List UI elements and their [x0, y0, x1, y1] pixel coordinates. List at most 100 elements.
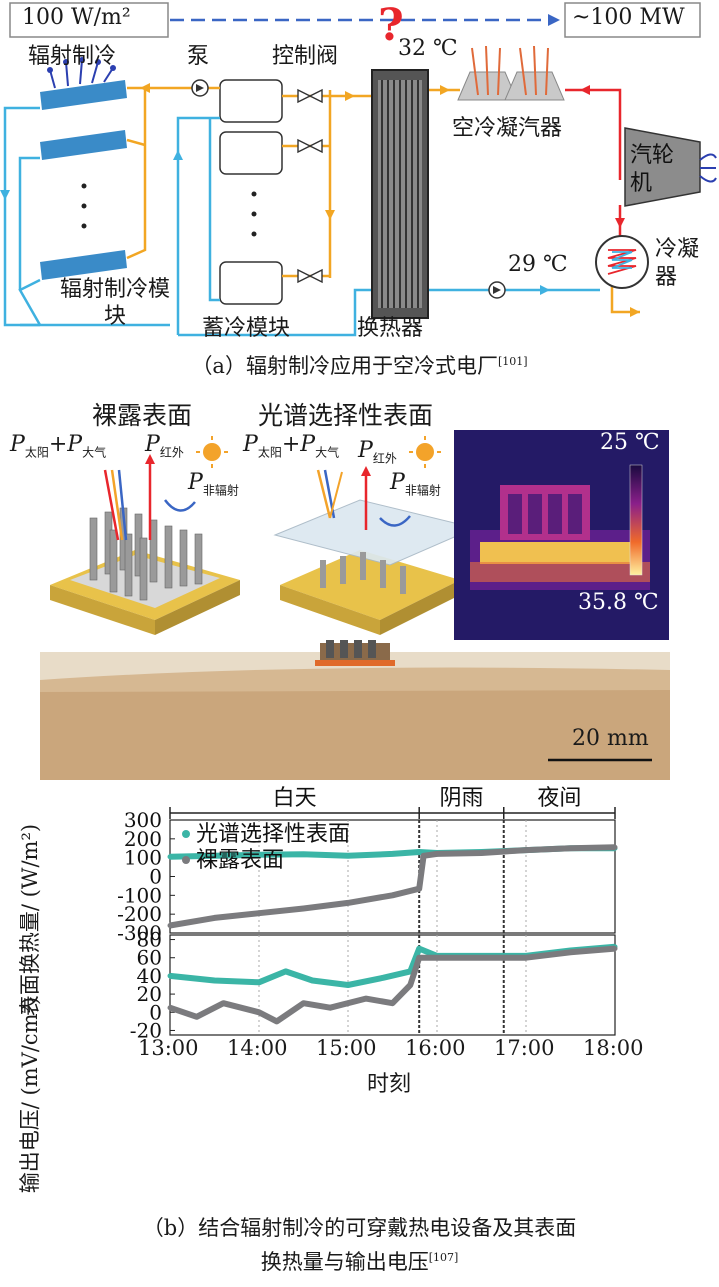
temp-cold-label: 29 ℃: [508, 252, 568, 277]
output-power-box: [564, 2, 701, 38]
flow-arrow-icon: [140, 83, 150, 93]
device-illustrations: [40, 430, 670, 780]
caption-b-line2: 换热量与输出电压[107]: [0, 1246, 719, 1276]
data-point: [345, 982, 351, 988]
plus-sign: +: [281, 432, 301, 457]
p-symbol: P: [67, 432, 83, 457]
data-point: [479, 955, 484, 961]
y-axis-title-top: 表面换热量/ (W/m²): [14, 820, 44, 1020]
caption-a: （a）辐射制冷应用于空冷式电厂[101]: [0, 350, 719, 380]
data-point: [363, 996, 369, 1002]
storage-tanks: [219, 79, 283, 305]
x-tick-label: 14:00: [227, 1036, 288, 1060]
solar-sub: 太阳: [257, 445, 282, 460]
data-point: [381, 975, 387, 981]
p-symbol: P: [358, 438, 373, 463]
y-tick-label: -200: [117, 902, 162, 926]
y-tick-label: 0: [149, 865, 162, 889]
data-point: [194, 1014, 200, 1020]
data-point: [309, 977, 315, 983]
data-point: [612, 946, 618, 952]
skin-photo: [40, 640, 670, 780]
y-tick-label: 80: [137, 928, 162, 952]
data-point: [523, 847, 529, 853]
heat-exchanger-label: 换热器: [357, 316, 424, 341]
caption-b-line1: （b）结合辐射制冷的可穿戴热电设备及其表面: [142, 1216, 577, 1240]
x-tick-label: 16:00: [405, 1036, 466, 1060]
data-point: [416, 955, 422, 961]
data-point: [568, 949, 573, 955]
data-point: [345, 900, 351, 906]
nonrad-sub: 非辐射: [202, 483, 239, 498]
y-axis-title-bottom-text: 输出电压/ (mV/cm²): [18, 996, 43, 1194]
x-tick-label: 15:00: [316, 1036, 377, 1060]
data-point: [434, 955, 440, 961]
caption-b-text: 换热量与输出电压: [260, 1250, 429, 1274]
data-point: [416, 849, 422, 855]
data-point: [256, 910, 262, 916]
pump-label: 泵: [187, 44, 210, 69]
radiative-panels: [40, 57, 127, 280]
flux-labels-selective: P太阳+P大气: [243, 432, 339, 460]
heat-exchanger: [371, 69, 429, 319]
y-axis-title-bottom: 输出电压/ (mV/cm²): [14, 996, 44, 1194]
y-tick-label: -300: [117, 921, 162, 945]
condenser-icon: [595, 235, 649, 289]
y-tick-label: 40: [137, 964, 162, 988]
data-point: [167, 973, 173, 979]
power-plant-diagram: [0, 2, 717, 337]
x-tick-label: 18:00: [583, 1036, 644, 1060]
thermal-min-label: 25 ℃: [600, 430, 660, 455]
condenser-label: 冷凝器: [655, 237, 700, 290]
atmo-sub: 大气: [315, 445, 340, 460]
legend-marker: [182, 830, 190, 838]
period-label: 白天: [273, 786, 317, 811]
scale-bar-label: 20 mm: [572, 726, 649, 751]
data-point: [212, 915, 217, 921]
data-point: [283, 968, 289, 974]
caption-a-ref: [101]: [497, 355, 528, 368]
data-point: [301, 906, 306, 912]
sun-icon: [409, 436, 441, 468]
data-point: [212, 853, 217, 859]
nonrad-label-bare: P非辐射: [188, 470, 239, 498]
output-power-text: ~100 MW: [572, 5, 685, 30]
temp-hot-label: 32 ℃: [398, 36, 458, 61]
series-line-bare: [169, 945, 616, 1025]
air-condenser: [457, 45, 565, 101]
data-point: [390, 1000, 395, 1006]
sun-icon: [196, 436, 228, 468]
control-valve-label: 控制阀: [272, 44, 339, 69]
rc-module-label: 辐射制冷模块: [59, 277, 170, 329]
turbine-icon: [624, 127, 717, 207]
pump-icon: [191, 79, 506, 299]
x-axis-area: 13:00 14:00 15:00 16:00 17:00 18:00 时刻: [0, 1036, 719, 1128]
y-axis-title-top-text: 表面换热量/ (W/m²): [18, 823, 43, 1017]
charts-svg: 白天 阴雨 夜间3002001000-100-200-300806040200-20…: [117, 786, 618, 1040]
data-point: [523, 955, 529, 961]
data-point: [212, 977, 217, 983]
data-point: [167, 854, 173, 860]
ir-label-bare: P红外: [145, 432, 184, 460]
bare-device: [50, 454, 240, 635]
y-tick-label: -100: [117, 883, 162, 907]
p-symbol: P: [10, 432, 25, 457]
p-symbol: P: [390, 470, 405, 495]
data-point: [434, 851, 440, 857]
air-condenser-label: 空冷凝汽器: [452, 116, 563, 141]
period-label: 夜间: [537, 786, 581, 811]
data-point: [256, 1009, 262, 1015]
input-flux-box: [9, 2, 169, 38]
legend-label: 裸露表面: [196, 848, 284, 873]
nonrad-label-selective: P非辐射: [390, 470, 441, 498]
data-point: [568, 845, 573, 851]
plot-frame: [169, 934, 616, 1036]
y-tick-label: 0: [149, 1000, 162, 1024]
data-point: [421, 853, 427, 859]
data-point: [612, 844, 618, 850]
x-tick-label: 17:00: [494, 1036, 555, 1060]
period-label: 阴雨: [439, 786, 483, 811]
caption-a-text: （a）辐射制冷应用于空冷式电厂: [191, 354, 498, 378]
x-axis-title: 时刻: [367, 1072, 412, 1097]
storage-module-label: 蓄冷模块: [202, 316, 291, 341]
